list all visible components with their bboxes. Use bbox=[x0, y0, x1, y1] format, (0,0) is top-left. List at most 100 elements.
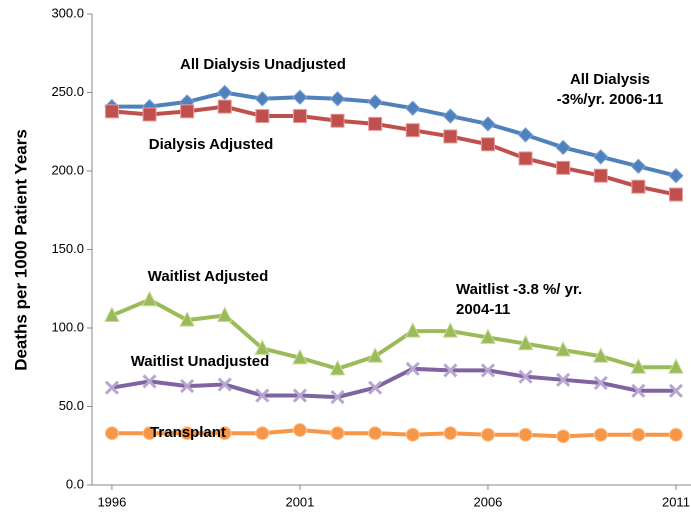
marker bbox=[255, 109, 270, 124]
marker bbox=[668, 187, 683, 202]
marker bbox=[668, 427, 683, 442]
marker bbox=[480, 137, 495, 152]
marker bbox=[555, 139, 571, 156]
marker bbox=[517, 127, 534, 143]
marker bbox=[217, 84, 233, 101]
marker bbox=[593, 149, 609, 165]
marker bbox=[104, 306, 120, 322]
series-label: Waitlist Unadjusted bbox=[131, 353, 270, 370]
marker bbox=[631, 383, 646, 398]
marker bbox=[442, 322, 459, 338]
series-line bbox=[111, 428, 676, 439]
marker bbox=[368, 380, 383, 395]
marker bbox=[404, 322, 421, 338]
marker bbox=[480, 328, 496, 344]
marker bbox=[330, 113, 345, 128]
series-label: All Dialysis Unadjusted bbox=[180, 56, 346, 73]
marker bbox=[329, 359, 346, 376]
marker bbox=[405, 100, 421, 116]
y-tick-label: 250.0 bbox=[51, 84, 84, 99]
annotation: 2004-11 bbox=[456, 301, 510, 318]
marker bbox=[329, 91, 346, 107]
marker bbox=[292, 388, 307, 403]
y-tick-label: 300.0 bbox=[51, 5, 84, 20]
x-tick-label: 1996 bbox=[97, 494, 126, 509]
marker bbox=[104, 426, 119, 441]
series-label: Dialysis Adjusted bbox=[149, 136, 273, 153]
annotation: -3%/yr. 2006-11 bbox=[557, 91, 664, 108]
marker bbox=[480, 363, 496, 378]
marker bbox=[593, 168, 608, 183]
marker bbox=[368, 426, 383, 441]
marker bbox=[405, 427, 420, 442]
marker bbox=[216, 306, 233, 322]
marker bbox=[405, 123, 420, 138]
marker bbox=[668, 383, 684, 398]
marker bbox=[593, 375, 608, 391]
marker bbox=[180, 379, 195, 394]
marker bbox=[254, 339, 271, 355]
marker bbox=[442, 108, 459, 124]
marker bbox=[518, 369, 533, 384]
y-tick-label: 150.0 bbox=[51, 241, 84, 256]
marker bbox=[631, 179, 646, 194]
marker bbox=[255, 426, 270, 441]
marker bbox=[405, 361, 420, 376]
marker bbox=[104, 380, 119, 395]
marker bbox=[443, 363, 458, 378]
marker bbox=[292, 109, 307, 124]
marker bbox=[593, 427, 608, 442]
marker bbox=[217, 377, 232, 392]
marker bbox=[592, 347, 609, 363]
marker bbox=[180, 104, 195, 119]
marker bbox=[556, 429, 571, 444]
series-line bbox=[111, 297, 676, 371]
marker bbox=[141, 290, 158, 307]
marker bbox=[518, 151, 533, 166]
marker bbox=[517, 334, 534, 351]
series-line bbox=[111, 90, 677, 178]
marker bbox=[556, 372, 571, 387]
y-tick-label: 0.0 bbox=[66, 476, 84, 491]
marker bbox=[480, 427, 495, 442]
marker bbox=[367, 347, 383, 363]
marker bbox=[142, 426, 157, 441]
marker bbox=[255, 388, 270, 403]
marker bbox=[142, 374, 157, 389]
series-line bbox=[111, 366, 676, 400]
marker bbox=[668, 358, 684, 374]
marker bbox=[443, 426, 458, 441]
marker bbox=[292, 89, 308, 105]
marker bbox=[330, 390, 345, 405]
marker bbox=[367, 94, 383, 110]
y-tick-label: 50.0 bbox=[59, 398, 84, 413]
series-line bbox=[111, 104, 677, 197]
x-tick-label: 2011 bbox=[662, 494, 690, 509]
marker bbox=[217, 426, 232, 441]
annotation: Waitlist -3.8 %/ yr. bbox=[456, 281, 582, 298]
marker bbox=[555, 340, 571, 357]
y-axis-label: Deaths per 1000 Patient Years bbox=[11, 129, 30, 371]
marker bbox=[630, 358, 647, 374]
marker bbox=[443, 129, 458, 144]
x-tick-label: 2006 bbox=[473, 494, 502, 509]
y-tick-label: 200.0 bbox=[51, 162, 84, 177]
marker bbox=[292, 423, 307, 438]
marker bbox=[556, 160, 571, 175]
marker bbox=[292, 348, 308, 365]
marker bbox=[142, 107, 157, 122]
x-tick-label: 2001 bbox=[285, 494, 314, 509]
marker bbox=[330, 426, 345, 441]
series-label: Transplant bbox=[150, 424, 226, 441]
marker bbox=[480, 116, 496, 132]
marker bbox=[631, 427, 646, 442]
marker bbox=[254, 91, 271, 107]
marker bbox=[180, 426, 195, 441]
marker bbox=[518, 427, 533, 442]
marker bbox=[217, 99, 232, 114]
marker bbox=[368, 116, 383, 131]
series-label: Waitlist Adjusted bbox=[148, 268, 269, 285]
annotation: All Dialysis bbox=[570, 71, 650, 88]
y-tick-label: 100.0 bbox=[51, 319, 84, 334]
